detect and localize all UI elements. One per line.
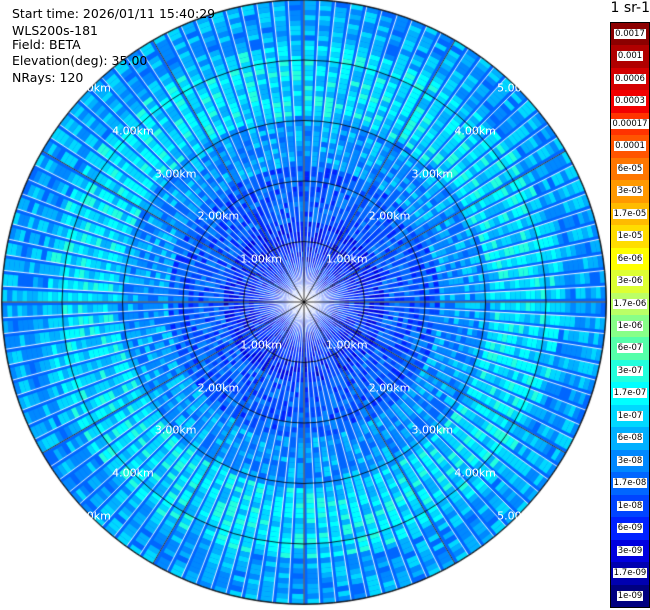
range-ring-label: 4.00km: [112, 124, 154, 138]
range-ring-label: 3.00km: [411, 167, 454, 181]
colorbar-tick-0: 0.0017: [611, 23, 649, 46]
range-ring-label: 5.00km: [497, 81, 539, 95]
range-ring-label: 2.00km: [368, 209, 411, 223]
colorbar-tick-label: 6e-07: [616, 343, 644, 354]
elevation-label: Elevation(deg): 35.00: [12, 53, 148, 68]
colorbar-tick-6: 6e-05: [611, 157, 649, 181]
colorbar-tick-3: 0.0003: [611, 90, 649, 113]
range-ring-label: 2.00km: [368, 381, 411, 395]
range-ring-label: 3.00km: [154, 167, 197, 181]
range-ring-label: 5.00km: [497, 509, 539, 523]
colorbar-tick-label: 1.7e-07: [612, 388, 648, 399]
colorbar-tick-label: 0.0017: [614, 29, 646, 39]
colorbar-tick-13: 1e-06: [611, 315, 649, 338]
range-ring-label: 3.00km: [411, 423, 454, 437]
colorbar-tick-label: 3e-09: [616, 545, 644, 556]
instrument-label: WLS200s-181: [12, 23, 98, 38]
colorbar-tick-1: 0.001: [611, 45, 649, 68]
colorbar-tick-15: 3e-07: [611, 359, 649, 383]
colorbar-tick-11: 3e-06: [611, 270, 649, 293]
colorbar-tick-label: 3e-05: [616, 186, 644, 197]
colorbar-tick-10: 6e-06: [611, 247, 649, 271]
colorbar-unit-label: m-1 sr-1: [610, 0, 650, 16]
range-ring-label: 4.00km: [112, 466, 154, 480]
colorbar-tick-label: 6e-08: [616, 433, 644, 444]
colorbar-tick-20: 1.7e-08: [611, 472, 649, 495]
colorbar-tick-2: 0.0006: [611, 67, 649, 91]
range-ring-label: 1.00km: [240, 338, 283, 352]
colorbar-tick-label: 1.7e-08: [612, 478, 648, 489]
range-ring-label: 4.00km: [454, 124, 496, 138]
colorbar-tick-25: 1e-09: [611, 584, 649, 607]
colorbar-tick-8: 1.7e-05: [611, 202, 649, 226]
nrays-label: NRays: 120: [12, 70, 84, 85]
colorbar-tick-21: 1e-08: [611, 494, 649, 518]
range-ring-label: 2.00km: [197, 381, 240, 395]
range-ring-label: 5.00km: [69, 509, 111, 523]
range-ring-label: 4.00km: [454, 466, 496, 480]
colorbar-tick-label: 3e-06: [616, 276, 644, 287]
colorbar-tick-label: 1.7e-06: [612, 298, 648, 309]
range-ring-label: 1.00km: [325, 338, 368, 352]
colorbar-tick-9: 1e-05: [611, 225, 649, 248]
colorbar: 0.0017 0.001 0.0006 0.0003 0.00017 0.0001 6e-0…: [610, 22, 650, 608]
colorbar-tick-12: 1.7e-06: [611, 292, 649, 315]
colorbar-tick-7: 3e-05: [611, 180, 649, 203]
range-ring-label: 2.00km: [197, 209, 240, 223]
colorbar-tick-16: 1.7e-07: [611, 382, 649, 405]
colorbar-tick-label: 1e-08: [616, 500, 644, 511]
colorbar-tick-label: 0.001: [616, 51, 644, 62]
colorbar-tick-label: 3e-08: [616, 455, 644, 466]
colorbar-tick-label: 1e-09: [616, 590, 644, 601]
colorbar-tick-label: 1e-07: [616, 410, 644, 421]
colorbar-tick-5: 0.0001: [611, 135, 649, 158]
range-ring-label: 3.00km: [154, 423, 197, 437]
colorbar-tick-label: 0.0003: [614, 96, 646, 107]
colorbar-tick-label: 1e-06: [616, 321, 644, 331]
radar-ppi-canvas: [0, 0, 610, 610]
colorbar-tick-4: 0.00017: [611, 112, 649, 136]
colorbar-tick-label: 0.00017: [611, 118, 649, 129]
colorbar-tick-label: 1.7e-09: [612, 568, 648, 579]
colorbar-tick-label: 6e-09: [616, 523, 644, 534]
colorbar-tick-label: 0.0006: [614, 73, 646, 84]
colorbar-tick-19: 3e-08: [611, 449, 649, 473]
colorbar-tick-label: 6e-05: [616, 163, 644, 174]
colorbar-tick-24: 1.7e-09: [611, 562, 649, 585]
colorbar-tick-label: 6e-06: [616, 253, 644, 264]
field-label: Field: BETA: [12, 37, 81, 52]
colorbar-tick-label: 0.0001: [614, 141, 646, 152]
range-ring-label: 1.00km: [240, 252, 283, 266]
colorbar-tick-14: 6e-07: [611, 337, 649, 360]
range-ring-label: 5.00km: [69, 81, 111, 95]
colorbar-tick-label: 1e-05: [616, 231, 644, 242]
colorbar-tick-18: 6e-08: [611, 427, 649, 450]
colorbar-tick-22: 6e-09: [611, 517, 649, 540]
colorbar-tick-label: 1.7e-05: [612, 208, 648, 219]
start-time-label: Start time: 2026/01/11 15:40:29: [12, 6, 216, 21]
colorbar-tick-23: 3e-09: [611, 539, 649, 563]
range-ring-label: 1.00km: [325, 252, 368, 266]
colorbar-tick-label: 3e-07: [616, 365, 644, 376]
colorbar-tick-17: 1e-07: [611, 404, 649, 428]
